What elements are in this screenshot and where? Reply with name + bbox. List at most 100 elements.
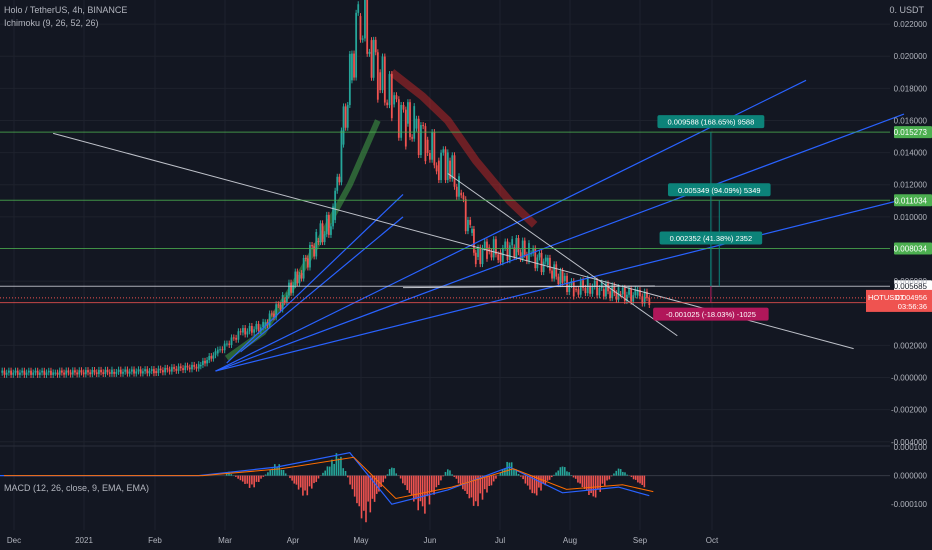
candle-body bbox=[135, 371, 138, 374]
candle-body bbox=[159, 368, 162, 371]
candle-body bbox=[395, 95, 398, 100]
candle-body bbox=[426, 139, 429, 153]
candle-body bbox=[277, 304, 280, 306]
macd-histogram-bar bbox=[324, 470, 327, 476]
macd-histogram-bar bbox=[535, 475, 538, 496]
candle-body bbox=[302, 257, 305, 279]
candle-body bbox=[488, 247, 491, 252]
candle-body bbox=[346, 105, 349, 128]
macd-histogram-bar bbox=[241, 475, 244, 482]
candle-body bbox=[374, 39, 377, 53]
candle-body bbox=[561, 270, 564, 283]
candle-body bbox=[36, 370, 39, 375]
candle-body bbox=[536, 257, 539, 269]
candle-body bbox=[27, 370, 30, 373]
macd-histogram-bar bbox=[399, 475, 402, 479]
candle-body bbox=[208, 356, 211, 361]
macd-histogram-bar bbox=[375, 475, 378, 494]
macd-histogram-bar bbox=[257, 475, 260, 482]
macd-histogram-bar bbox=[632, 475, 635, 480]
macd-histogram-bar bbox=[313, 475, 315, 484]
fan-line bbox=[215, 113, 905, 372]
candle-body bbox=[230, 337, 233, 345]
macd-histogram-bar bbox=[490, 475, 493, 486]
macd-histogram-bar bbox=[550, 475, 553, 478]
candle-body bbox=[253, 329, 256, 333]
candle-body bbox=[137, 369, 140, 372]
macd-histogram-bar bbox=[322, 472, 324, 476]
candle-body bbox=[582, 280, 584, 288]
candle-body bbox=[471, 228, 473, 233]
macd-histogram-bar bbox=[495, 475, 497, 479]
fan-line bbox=[240, 216, 404, 353]
macd-histogram-bar bbox=[553, 474, 555, 476]
macd-legend[interactable]: MACD (12, 26, close, 9, EMA, EMA) bbox=[4, 483, 150, 493]
candle-body bbox=[474, 252, 477, 265]
fan-line bbox=[215, 198, 905, 372]
macd-histogram-bar bbox=[626, 474, 628, 476]
candle-body bbox=[219, 349, 221, 351]
candle-body bbox=[501, 247, 504, 263]
y-tick-label: -0.002000 bbox=[891, 406, 928, 415]
candle-body bbox=[155, 371, 158, 374]
candle-body bbox=[87, 370, 89, 373]
candle-body bbox=[621, 287, 624, 295]
currency-label[interactable]: 0. USDT bbox=[889, 5, 924, 15]
candle-body bbox=[340, 130, 343, 183]
macd-histogram-bar bbox=[435, 475, 438, 488]
candle-body bbox=[313, 246, 316, 257]
candle-body bbox=[364, 0, 366, 39]
candle-body bbox=[504, 241, 507, 248]
candle-body bbox=[575, 289, 577, 291]
candle-body bbox=[424, 126, 427, 162]
candle-body bbox=[311, 244, 313, 247]
ichimoku-legend[interactable]: Ichimoku (9, 26, 52, 26) bbox=[4, 18, 99, 28]
candle-body bbox=[60, 370, 63, 373]
candle-body bbox=[255, 323, 258, 330]
macd-histogram-bar bbox=[430, 475, 433, 493]
macd-histogram-bar bbox=[479, 475, 482, 494]
candle-body bbox=[397, 99, 400, 138]
candle-body bbox=[232, 337, 235, 339]
candle-body bbox=[188, 367, 191, 370]
candle-body bbox=[417, 118, 420, 156]
candle-body bbox=[323, 234, 326, 243]
macd-tick-label: -0.000100 bbox=[891, 500, 928, 509]
macd-histogram-bar bbox=[442, 475, 445, 477]
macd-histogram-bar bbox=[581, 475, 584, 488]
macd-histogram-bar bbox=[641, 475, 644, 485]
candle-body bbox=[58, 370, 61, 375]
candle-body bbox=[115, 371, 118, 374]
macd-histogram-bar bbox=[472, 475, 475, 506]
candle-body bbox=[52, 372, 55, 375]
candle-body bbox=[508, 245, 511, 261]
macd-histogram-bar bbox=[284, 473, 287, 476]
macd-histogram-bar bbox=[337, 458, 340, 476]
candle-body bbox=[47, 370, 50, 373]
macd-histogram-bar bbox=[347, 475, 349, 478]
candle-body bbox=[93, 370, 96, 373]
candle-body bbox=[157, 368, 160, 374]
macd-histogram-bar bbox=[488, 475, 491, 487]
candle-body bbox=[294, 271, 297, 286]
macd-histogram-bar bbox=[639, 475, 641, 484]
price-level-tag bbox=[894, 280, 932, 293]
candle-body bbox=[54, 372, 57, 374]
candle-body bbox=[623, 287, 626, 302]
macd-histogram-bar bbox=[340, 456, 342, 476]
candle-body bbox=[195, 366, 198, 369]
candle-body bbox=[428, 152, 431, 160]
candle-body bbox=[643, 291, 646, 304]
macd-histogram-bar bbox=[395, 473, 398, 476]
candle-body bbox=[400, 104, 403, 138]
y-tick-label: 0.016000 bbox=[894, 116, 928, 125]
candle-body bbox=[330, 226, 332, 235]
candle-body bbox=[600, 282, 603, 289]
candle-body bbox=[402, 104, 405, 110]
candle-body bbox=[235, 337, 238, 340]
y-tick-label: -0.000000 bbox=[891, 374, 928, 383]
candle-body bbox=[298, 274, 301, 284]
macd-histogram-bar bbox=[326, 466, 329, 476]
candle-body bbox=[259, 327, 262, 331]
